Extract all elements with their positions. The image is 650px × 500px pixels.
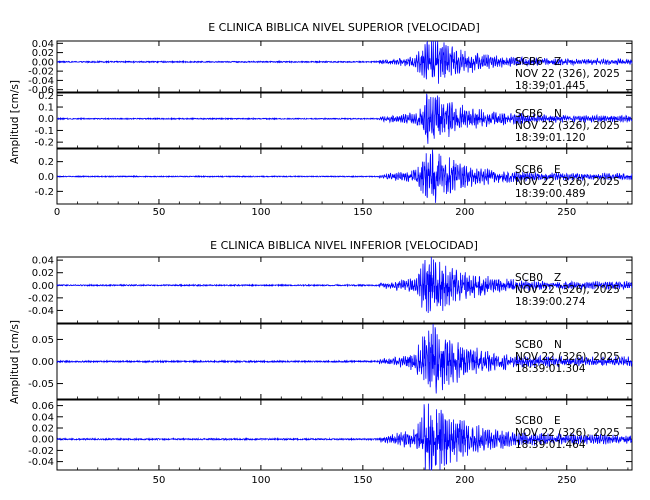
- y-tick-label: 0.00: [32, 357, 54, 368]
- annotation-station: SCB6: [515, 164, 543, 176]
- chart-title-lower: E CLINICA BIBLICA NIVEL INFERIOR [VELOCI…: [210, 239, 478, 252]
- x-tick-label: 0: [54, 207, 60, 218]
- y-axis-label-lower: Amplitud [cm/s]: [9, 320, 21, 404]
- annotation-time: 18:39:01.304: [515, 363, 586, 375]
- series-line: [56, 403, 633, 471]
- annotation-component: Z: [554, 272, 561, 284]
- y-tick-label: 0.1: [38, 103, 54, 114]
- y-tick-label: -0.1: [34, 126, 54, 137]
- y-tick-label: -0.04: [28, 306, 54, 317]
- annotation-station: SCB6: [515, 56, 543, 68]
- series-line: [56, 93, 633, 144]
- y-tick-label: 0.00: [32, 57, 54, 68]
- annotation-station: SCB0: [515, 339, 543, 351]
- y-tick-label: 0.04: [32, 39, 54, 50]
- series-line: [56, 149, 633, 203]
- y-tick-label: -0.02: [28, 67, 54, 78]
- y-tick-label: -0.02: [28, 293, 54, 304]
- y-tick-label: 0.06: [32, 401, 54, 412]
- y-tick-label: 0.02: [32, 48, 54, 59]
- annotation-time: 18:39:00.274: [515, 296, 586, 308]
- y-tick-label: 0.2: [38, 91, 54, 102]
- panel-frame: [56, 399, 633, 471]
- y-tick-label: -0.04: [28, 76, 54, 87]
- annotation-time: 18:39:01.445: [515, 80, 586, 92]
- annotation-date: NOV 22 (326), 2025: [515, 284, 620, 296]
- y-tick-label: 0.05: [32, 335, 54, 346]
- y-tick-label: 0.0: [38, 172, 54, 183]
- annotation-time: 18:39:01.120: [515, 132, 586, 144]
- annotation-time: 18:39:01.464: [515, 439, 586, 451]
- x-tick-label: 50: [153, 475, 166, 486]
- panel-frame: [56, 256, 633, 324]
- y-tick-label: 0.02: [32, 268, 54, 279]
- y-tick-label: 0.0: [38, 114, 54, 125]
- y-axis-label-upper: Amplitud [cm/s]: [9, 80, 21, 164]
- x-tick-label: 150: [353, 475, 372, 486]
- panel-frame: [56, 40, 633, 93]
- chart-title-upper: E CLINICA BIBLICA NIVEL SUPERIOR [VELOCI…: [208, 21, 480, 34]
- y-tick-label: -0.2: [34, 138, 54, 149]
- y-tick-label: 0.00: [32, 281, 54, 292]
- annotation-date: NOV 22 (326), 2025: [515, 120, 620, 132]
- annotation-station: SCB0: [515, 272, 543, 284]
- x-tick-label: 200: [455, 475, 474, 486]
- annotation-component: E: [554, 164, 561, 176]
- annotation-date: NOV 22 (326), 2025: [515, 176, 620, 188]
- y-tick-label: 0.04: [32, 256, 54, 267]
- x-tick-label: 250: [557, 475, 576, 486]
- y-tick-label: 0.02: [32, 424, 54, 435]
- annotation-station: SCB0: [515, 415, 543, 427]
- annotation-component: N: [554, 339, 562, 351]
- annotation-date: NOV 22 (326), 2025: [515, 427, 620, 439]
- x-tick-label: 250: [557, 207, 576, 218]
- series-line: [56, 40, 633, 84]
- y-tick-label: -0.06: [28, 85, 54, 96]
- y-tick-label: 0.2: [38, 157, 54, 168]
- y-tick-label: -0.2: [34, 187, 54, 198]
- x-tick-label: 100: [251, 475, 270, 486]
- annotation-component: Z: [554, 56, 561, 68]
- x-tick-label: 150: [353, 207, 372, 218]
- annotation-component: N: [554, 108, 562, 120]
- annotation-date: NOV 22 (326), 2025: [515, 351, 620, 363]
- annotation-component: E: [554, 415, 561, 427]
- y-tick-label: 0.00: [32, 435, 54, 446]
- annotation-date: NOV 22 (326), 2025: [515, 68, 620, 80]
- annotation-station: SCB6: [515, 108, 543, 120]
- y-tick-label: -0.02: [28, 446, 54, 457]
- y-tick-label: 0.04: [32, 412, 54, 423]
- x-tick-label: 50: [153, 207, 166, 218]
- annotation-time: 18:39:00.489: [515, 188, 586, 200]
- x-tick-label: 100: [251, 207, 270, 218]
- y-tick-label: -0.05: [28, 379, 54, 390]
- x-tick-label: 200: [455, 207, 474, 218]
- y-tick-label: -0.04: [28, 457, 54, 468]
- series-line: [56, 323, 633, 394]
- series-line: [56, 256, 633, 314]
